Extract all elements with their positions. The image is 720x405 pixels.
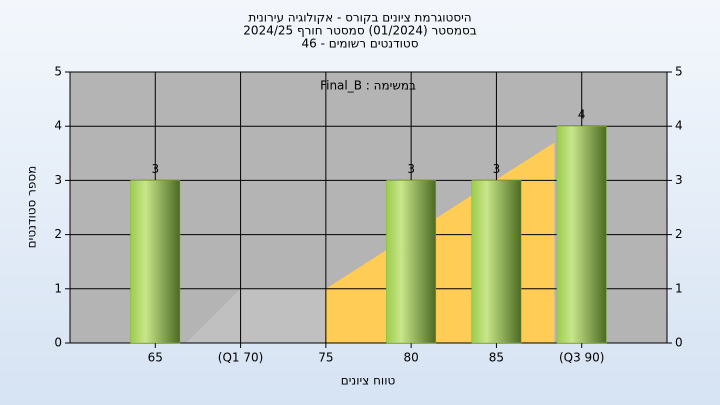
- x-tick-label: 80: [404, 351, 419, 365]
- y2-tick-label: 1: [675, 281, 683, 295]
- y2-tick-label: 2: [675, 227, 683, 241]
- plot-frame: [69, 71, 668, 344]
- bar: [471, 180, 522, 344]
- y-tick-label: 2: [54, 227, 62, 241]
- x-tick-label: 65: [148, 351, 163, 365]
- data-label: 3: [407, 162, 415, 176]
- title: היסטוגרמת ציונים בקורס - אקולוגיה עירוני…: [243, 11, 476, 51]
- y-tick-label: 3: [54, 173, 62, 187]
- y2-tick-label: 5: [675, 65, 683, 79]
- bar: [556, 125, 607, 344]
- y-tick-label: 4: [54, 119, 62, 133]
- title-line: היסטוגרמת ציונים בקורס - אקולוגיה עירוני…: [248, 11, 471, 25]
- x-tick-label: 75: [318, 351, 333, 365]
- data-label: 4: [578, 108, 586, 122]
- y2-tick-label: 3: [675, 173, 683, 187]
- bar: [386, 180, 437, 344]
- x-tick-label: (Q3 90): [559, 351, 605, 365]
- y-tick-label: 5: [54, 65, 62, 79]
- data-label: 3: [493, 162, 501, 176]
- data-label: 3: [151, 162, 159, 176]
- y2-tick-label: 0: [675, 336, 683, 350]
- title-line: בסמסטר (01/2024) סמסטר חורף 2024/25: [243, 24, 476, 38]
- x-tick-label: (Q1 70): [218, 351, 264, 365]
- x-axis-label: טווח ציונים: [341, 374, 396, 388]
- y-tick-label: 0: [54, 336, 62, 350]
- area: [185, 288, 326, 343]
- x-tick-label: 85: [489, 351, 504, 365]
- y-axis-label: מספר סטודנטים: [25, 166, 39, 249]
- bar: [130, 180, 181, 344]
- annotation: במשימה : Final_B: [320, 79, 416, 93]
- y2-tick-label: 4: [675, 119, 683, 133]
- title-line: סטודנטים רשומים - 46: [301, 37, 418, 51]
- y-tick-label: 1: [54, 281, 62, 295]
